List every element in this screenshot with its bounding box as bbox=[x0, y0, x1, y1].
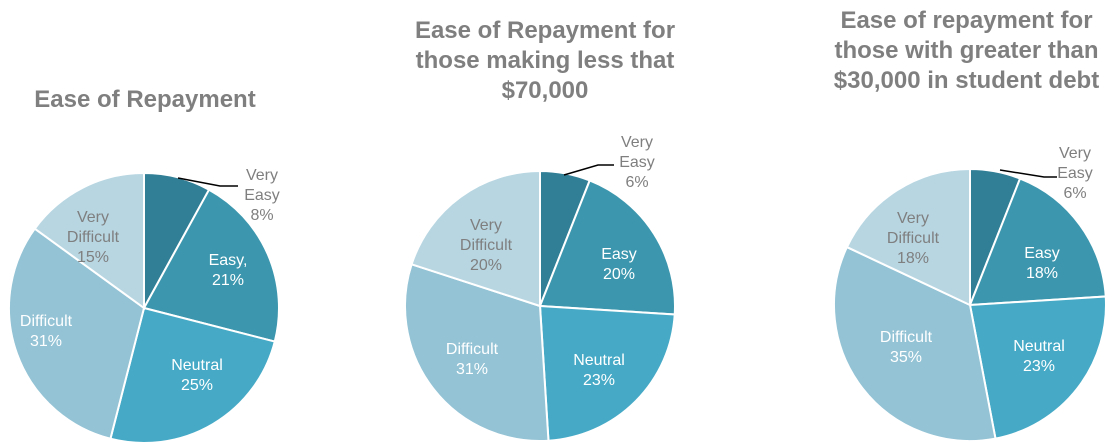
chart-1-label-neutral-line-2: 25% bbox=[181, 377, 213, 394]
chart-3-label-very-difficult: Very Difficult 18% bbox=[887, 210, 940, 267]
chart-2-label-difficult: Difficult 31% bbox=[446, 341, 499, 378]
chart-3-label-very-difficult-line-1: Very bbox=[897, 210, 929, 227]
chart-3-label-neutral: Neutral 23% bbox=[1013, 338, 1065, 375]
chart-1-slice-easy bbox=[142, 188, 280, 343]
chart-1-label-very-difficult: Very Difficult 15% bbox=[67, 209, 120, 266]
chart-2-slice-neutral bbox=[538, 304, 676, 442]
chart-1-label-very-easy-line-3: 8% bbox=[250, 207, 273, 224]
chart-3-slice-difficult bbox=[833, 245, 997, 442]
chart-2-slice-difficult bbox=[404, 263, 550, 442]
chart-3-label-very-easy: Very Easy 6% bbox=[1057, 145, 1093, 202]
chart-2-label-very-difficult: Very Difficult 20% bbox=[460, 217, 513, 274]
chart-1-label-neutral: Neutral 25% bbox=[171, 357, 223, 394]
chart-3-slice-easy bbox=[968, 177, 1107, 307]
chart-2-label-neutral-line-2: 23% bbox=[583, 372, 615, 389]
chart-3-slice-very-difficult bbox=[845, 167, 971, 307]
chart-1-label-very-difficult-line-2: Difficult bbox=[67, 229, 120, 246]
chart-1-label-neutral-line-1: Neutral bbox=[171, 357, 223, 374]
chart-2-leader-line-very-easy bbox=[563, 164, 614, 176]
chart-3-label-difficult-line-2: 35% bbox=[890, 349, 922, 366]
chart-2-label-easy: Easy 20% bbox=[601, 246, 637, 283]
chart-1-slice-difficult bbox=[7, 227, 146, 440]
chart-2-label-very-difficult-line-1: Very bbox=[470, 217, 502, 234]
chart-1-label-easy: Easy, 21% bbox=[209, 252, 248, 289]
chart-1-label-very-difficult-line-3: 15% bbox=[77, 249, 109, 266]
chart-2-label-difficult-line-1: Difficult bbox=[446, 341, 499, 358]
chart-1-label-very-difficult-line-1: Very bbox=[77, 209, 109, 226]
chart-3-title-line-1: Ease of repayment for bbox=[840, 7, 1093, 34]
chart-2-label-very-difficult-line-3: 20% bbox=[470, 257, 502, 274]
chart-1-slice-very-difficult bbox=[33, 171, 145, 310]
chart-1-label-difficult-line-1: Difficult bbox=[20, 313, 73, 330]
chart-3-title-line-2: those with greater than bbox=[834, 37, 1099, 64]
chart-2-label-neutral: Neutral 23% bbox=[573, 352, 625, 389]
chart-1-title: Ease of Repayment bbox=[0, 85, 290, 115]
chart-2-label-neutral-line-1: Neutral bbox=[573, 352, 625, 369]
chart-3-label-difficult: Difficult 35% bbox=[880, 329, 933, 366]
chart-2-title: Ease of Repayment for those making less … bbox=[385, 16, 705, 106]
chart-3-label-easy-line-1: Easy bbox=[1024, 245, 1060, 262]
chart-1-label-easy-line-1: Easy, bbox=[209, 252, 248, 269]
chart-3-label-neutral-line-2: 23% bbox=[1023, 358, 1055, 375]
chart-2-title-line-2: those making less that bbox=[415, 47, 675, 74]
chart-3-label-very-difficult-line-2: Difficult bbox=[887, 230, 940, 247]
chart-2-label-easy-line-1: Easy bbox=[601, 246, 637, 263]
chart-1-label-difficult: Difficult 31% bbox=[20, 313, 73, 350]
chart-3-label-easy-line-2: 18% bbox=[1026, 265, 1058, 282]
chart-3-label-neutral-line-1: Neutral bbox=[1013, 338, 1065, 355]
chart-3-label-very-difficult-line-3: 18% bbox=[897, 250, 929, 267]
chart-3-label-very-easy-line-2: Easy bbox=[1057, 165, 1093, 182]
chart-3-title-line-3: $30,000 in student debt bbox=[833, 67, 1100, 94]
chart-3-label-easy: Easy 18% bbox=[1024, 245, 1060, 282]
chart-3-leader-line-very-easy bbox=[999, 169, 1057, 178]
chart-1-label-difficult-line-2: 31% bbox=[30, 333, 62, 350]
chart-2-label-easy-line-2: 20% bbox=[603, 266, 635, 283]
chart-2-label-very-easy-line-1: Very bbox=[621, 134, 653, 151]
chart-3-label-difficult-line-1: Difficult bbox=[880, 329, 933, 346]
chart-2-label-very-easy: Very Easy 6% bbox=[619, 134, 655, 191]
chart-1-label-very-easy-line-1: Very bbox=[246, 167, 278, 184]
chart-2-title-line-1: Ease of Repayment for bbox=[414, 17, 676, 44]
chart-1-label-very-easy: Very Easy 8% bbox=[244, 167, 280, 224]
chart-1-slice-neutral bbox=[109, 306, 276, 443]
chart-2-title-line-3: $70,000 bbox=[501, 77, 589, 104]
chart-2-label-very-easy-line-2: Easy bbox=[619, 154, 655, 171]
chart-3-label-very-easy-line-1: Very bbox=[1059, 145, 1091, 162]
chart-2-slice-very-difficult bbox=[410, 169, 541, 308]
chart-3-label-very-easy-line-3: 6% bbox=[1063, 185, 1086, 202]
chart-2-slice-easy bbox=[538, 179, 676, 316]
chart-3-slice-neutral bbox=[968, 295, 1107, 440]
chart-1-label-very-easy-line-2: Easy bbox=[244, 187, 280, 204]
chart-2-label-very-easy-line-3: 6% bbox=[625, 174, 648, 191]
chart-1-title-line-1: Ease of Repayment bbox=[34, 86, 256, 113]
chart-2-label-difficult-line-2: 31% bbox=[456, 361, 488, 378]
chart-3-title: Ease of repayment for those with greater… bbox=[815, 6, 1118, 96]
chart-1-leader-line-very-easy bbox=[177, 177, 238, 187]
chart-2-label-very-difficult-line-2: Difficult bbox=[460, 237, 513, 254]
chart-1-label-easy-line-2: 21% bbox=[212, 272, 244, 289]
